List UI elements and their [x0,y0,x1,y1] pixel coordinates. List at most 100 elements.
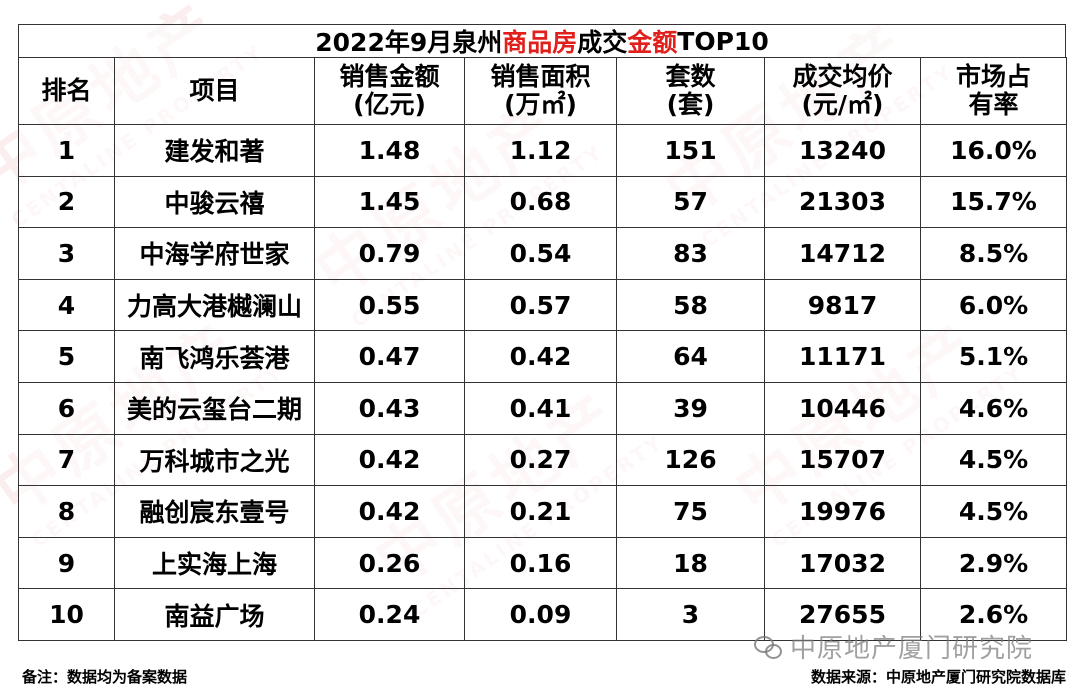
cell-project: 美的云玺台二期 [114,381,315,435]
cell-rank: 8 [18,485,115,538]
table-row: 1 建发和著 1.48 1.12 151 13240 16.0% [18,124,1067,177]
header-area: 销售面积 (万㎡) [464,57,617,125]
cell-share: 15.7% [920,175,1067,229]
cell-price: 17032 [764,536,921,590]
wechat-account-tag: 中原地产厦门研究院 [754,628,1033,665]
cell-rank: 4 [18,278,115,332]
cell-share: 6.0% [920,278,1067,332]
title-text: 2022年9月泉州 [315,28,503,57]
title-text: 成交 [577,28,628,57]
title-highlight: 商品房 [502,28,578,57]
cell-units: 57 [616,175,765,229]
cell-share: 2.6% [920,588,1067,641]
cell-project: 建发和著 [114,124,315,177]
cell-units: 58 [616,278,765,332]
table-title: 2022年9月泉州 商品房 成交 金额 TOP10 [18,24,1066,57]
cell-amount: 0.55 [314,278,465,332]
cell-rank: 6 [18,381,115,435]
cell-project: 万科城市之光 [114,433,315,487]
cell-price: 11171 [764,330,921,383]
cell-price: 19976 [764,485,921,538]
cell-units: 39 [616,381,765,435]
cell-rank: 2 [18,175,115,229]
wechat-icon [754,635,782,659]
cell-price: 13240 [764,124,921,177]
cell-amount: 1.45 [314,175,465,229]
cell-project: 融创宸东壹号 [114,485,315,538]
cell-amount: 0.47 [314,330,465,383]
table-row: 7 万科城市之光 0.42 0.27 126 15707 4.5% [18,433,1067,487]
cell-units: 64 [616,330,765,383]
cell-share: 5.1% [920,330,1067,383]
table-row: 3 中海学府世家 0.79 0.54 83 14712 8.5% [18,227,1067,280]
cell-amount: 1.48 [314,124,465,177]
cell-price: 15707 [764,433,921,487]
cell-price: 10446 [764,381,921,435]
cell-project: 南益广场 [114,588,315,641]
cell-project: 南飞鸿乐荟港 [114,330,315,383]
cell-amount: 0.42 [314,485,465,538]
cell-rank: 10 [18,588,115,641]
table-row: 2 中骏云禧 1.45 0.68 57 21303 15.7% [18,175,1067,229]
header-row: 排名 项目 销售金额 (亿元) 销售面积 (万㎡) 套数 (套) 成交均价 (元/㎡) … [18,57,1067,125]
cell-amount: 0.79 [314,227,465,280]
table-row: 5 南飞鸿乐荟港 0.47 0.42 64 11171 5.1% [18,330,1067,383]
cell-amount: 0.42 [314,433,465,487]
cell-amount: 0.26 [314,536,465,590]
cell-project: 上实海上海 [114,536,315,590]
cell-amount: 0.24 [314,588,465,641]
cell-units: 75 [616,485,765,538]
cell-units: 3 [616,588,765,641]
cell-area: 0.16 [464,536,617,590]
cell-price: 14712 [764,227,921,280]
cell-area: 1.12 [464,124,617,177]
header-project: 项目 [114,57,315,125]
header-rank: 排名 [18,57,115,125]
cell-units: 151 [616,124,765,177]
cell-share: 4.6% [920,381,1067,435]
cell-units: 83 [616,227,765,280]
table-row: 9 上实海上海 0.26 0.16 18 17032 2.9% [18,536,1067,590]
wechat-account-name: 中原地产厦门研究院 [790,634,1034,664]
table-row: 4 力高大港樾澜山 0.55 0.57 58 9817 6.0% [18,278,1067,332]
top10-table-frame: 2022年9月泉州 商品房 成交 金额 TOP10 排名 项目 销售金额 (亿元) 销售面… [18,24,1067,641]
cell-amount: 0.43 [314,381,465,435]
header-share: 市场占 有率 [920,57,1067,125]
cell-rank: 7 [18,433,115,487]
header-units: 套数 (套) [616,57,765,125]
table-row: 6 美的云玺台二期 0.43 0.41 39 10446 4.6% [18,381,1067,435]
cell-price: 21303 [764,175,921,229]
cell-units: 18 [616,536,765,590]
footnote-note: 备注：数据均为备案数据 [22,668,188,686]
title-text: TOP10 [677,26,769,56]
cell-rank: 9 [18,536,115,590]
cell-area: 0.42 [464,330,617,383]
cell-share: 4.5% [920,485,1067,538]
table-row: 8 融创宸东壹号 0.42 0.21 75 19976 4.5% [18,485,1067,538]
cell-area: 0.27 [464,433,617,487]
cell-share: 4.5% [920,433,1067,487]
cell-share: 16.0% [920,124,1067,177]
cell-price: 9817 [764,278,921,332]
cell-area: 0.54 [464,227,617,280]
cell-project: 中海学府世家 [114,227,315,280]
cell-project: 中骏云禧 [114,175,315,229]
header-price: 成交均价 (元/㎡) [764,57,921,125]
cell-area: 0.21 [464,485,617,538]
cell-share: 2.9% [920,536,1067,590]
header-amount: 销售金额 (亿元) [314,57,465,125]
cell-rank: 3 [18,227,115,280]
cell-area: 0.41 [464,381,617,435]
cell-share: 8.5% [920,227,1067,280]
cell-rank: 1 [18,124,115,177]
title-highlight: 金额 [627,28,678,57]
sales-table: 排名 项目 销售金额 (亿元) 销售面积 (万㎡) 套数 (套) 成交均价 (元/㎡) … [18,57,1067,641]
cell-area: 0.68 [464,175,617,229]
cell-area: 0.57 [464,278,617,332]
cell-rank: 5 [18,330,115,383]
cell-project: 力高大港樾澜山 [114,278,315,332]
footnote-source: 数据来源：中原地产厦门研究院数据库 [810,668,1066,686]
cell-units: 126 [616,433,765,487]
table-row: 10 南益广场 0.24 0.09 3 27655 2.6% [18,588,1067,641]
cell-price: 27655 [764,588,921,641]
